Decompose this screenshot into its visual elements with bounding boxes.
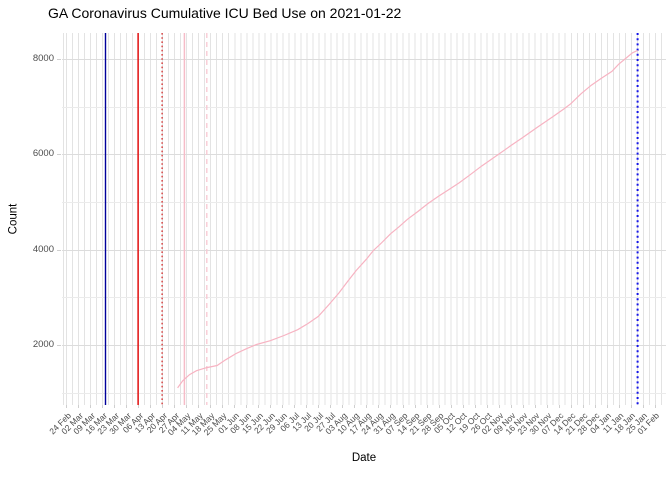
x-tick-mark <box>354 405 356 408</box>
x-tick-mark <box>438 405 440 408</box>
x-tick-mark <box>546 405 548 408</box>
gridline-horizontal-8000 <box>62 59 666 60</box>
x-tick-mark <box>426 405 428 408</box>
gridline-horizontal-6000 <box>62 154 666 156</box>
x-tick-mark <box>450 405 452 408</box>
x-tick-mark <box>318 405 320 408</box>
x-tick-mark <box>138 405 140 408</box>
x-tick-mark <box>114 405 116 408</box>
x-tick-mark <box>102 405 103 408</box>
x-tick-mark <box>498 405 500 408</box>
gridline-horizontal-3000 <box>62 297 666 299</box>
x-tick-mark <box>174 405 176 408</box>
x-tick-mark <box>246 405 248 408</box>
x-tick-mark <box>534 405 536 408</box>
gridline-horizontal-5000 <box>62 202 666 203</box>
x-tick-mark <box>366 405 368 408</box>
x-tick-mark <box>234 405 236 408</box>
x-tick-mark <box>558 405 560 408</box>
x-tick-mark <box>378 405 380 408</box>
x-tick-mark <box>186 405 188 408</box>
x-tick-mark <box>294 405 296 408</box>
x-tick-mark <box>462 405 464 408</box>
x-tick-mark <box>414 405 416 408</box>
x-tick-mark <box>654 405 656 408</box>
y-tick-mark <box>57 249 61 251</box>
x-tick-mark <box>342 405 344 408</box>
gridline-horizontal-1000 <box>62 392 666 394</box>
y-tick-mark <box>57 345 61 346</box>
x-tick-mark <box>78 405 79 408</box>
x-tick-mark <box>510 405 512 408</box>
gridline-horizontal-2000 <box>62 345 666 346</box>
gridline-horizontal-4000 <box>62 249 666 251</box>
icu-cumulative-line <box>177 49 638 389</box>
x-tick-mark <box>282 405 284 408</box>
x-tick-mark <box>258 405 260 408</box>
x-tick-mark <box>198 405 200 408</box>
x-axis-title: Date <box>351 452 377 464</box>
x-tick-mark <box>402 405 404 408</box>
x-tick-mark <box>594 405 596 408</box>
y-tick-mark <box>57 59 61 60</box>
x-tick-mark <box>570 405 572 408</box>
x-tick-mark <box>582 405 584 408</box>
plot-svg <box>104 33 639 405</box>
x-tick-mark <box>630 405 632 408</box>
x-tick-mark <box>90 405 91 408</box>
y-tick-mark <box>57 154 61 156</box>
y-axis-title: Count <box>7 203 19 235</box>
gridline-horizontal-7000 <box>62 106 666 108</box>
x-tick-mark <box>126 405 128 408</box>
y-tick-label: 6000 <box>32 148 54 160</box>
y-tick-label: 4000 <box>32 243 54 255</box>
plot-panel <box>62 33 666 405</box>
x-tick-mark <box>606 405 608 408</box>
chart-title: GA Coronavirus Cumulative ICU Bed Use on… <box>48 5 402 21</box>
x-tick-mark <box>642 405 644 408</box>
x-tick-mark <box>150 405 152 408</box>
x-tick-mark <box>210 405 212 408</box>
x-tick-mark <box>306 405 308 408</box>
x-tick-mark <box>474 405 476 408</box>
x-tick-mark <box>270 405 272 408</box>
x-tick-mark <box>522 405 524 408</box>
y-tick-label: 2000 <box>32 339 54 350</box>
x-tick-mark <box>222 405 224 408</box>
x-tick-mark <box>618 405 620 408</box>
x-tick-mark <box>330 405 332 408</box>
y-tick-label: 8000 <box>32 53 54 64</box>
x-tick-mark <box>66 405 67 408</box>
x-tick-mark <box>486 405 488 408</box>
x-tick-mark <box>390 405 392 408</box>
x-tick-mark <box>162 405 164 408</box>
